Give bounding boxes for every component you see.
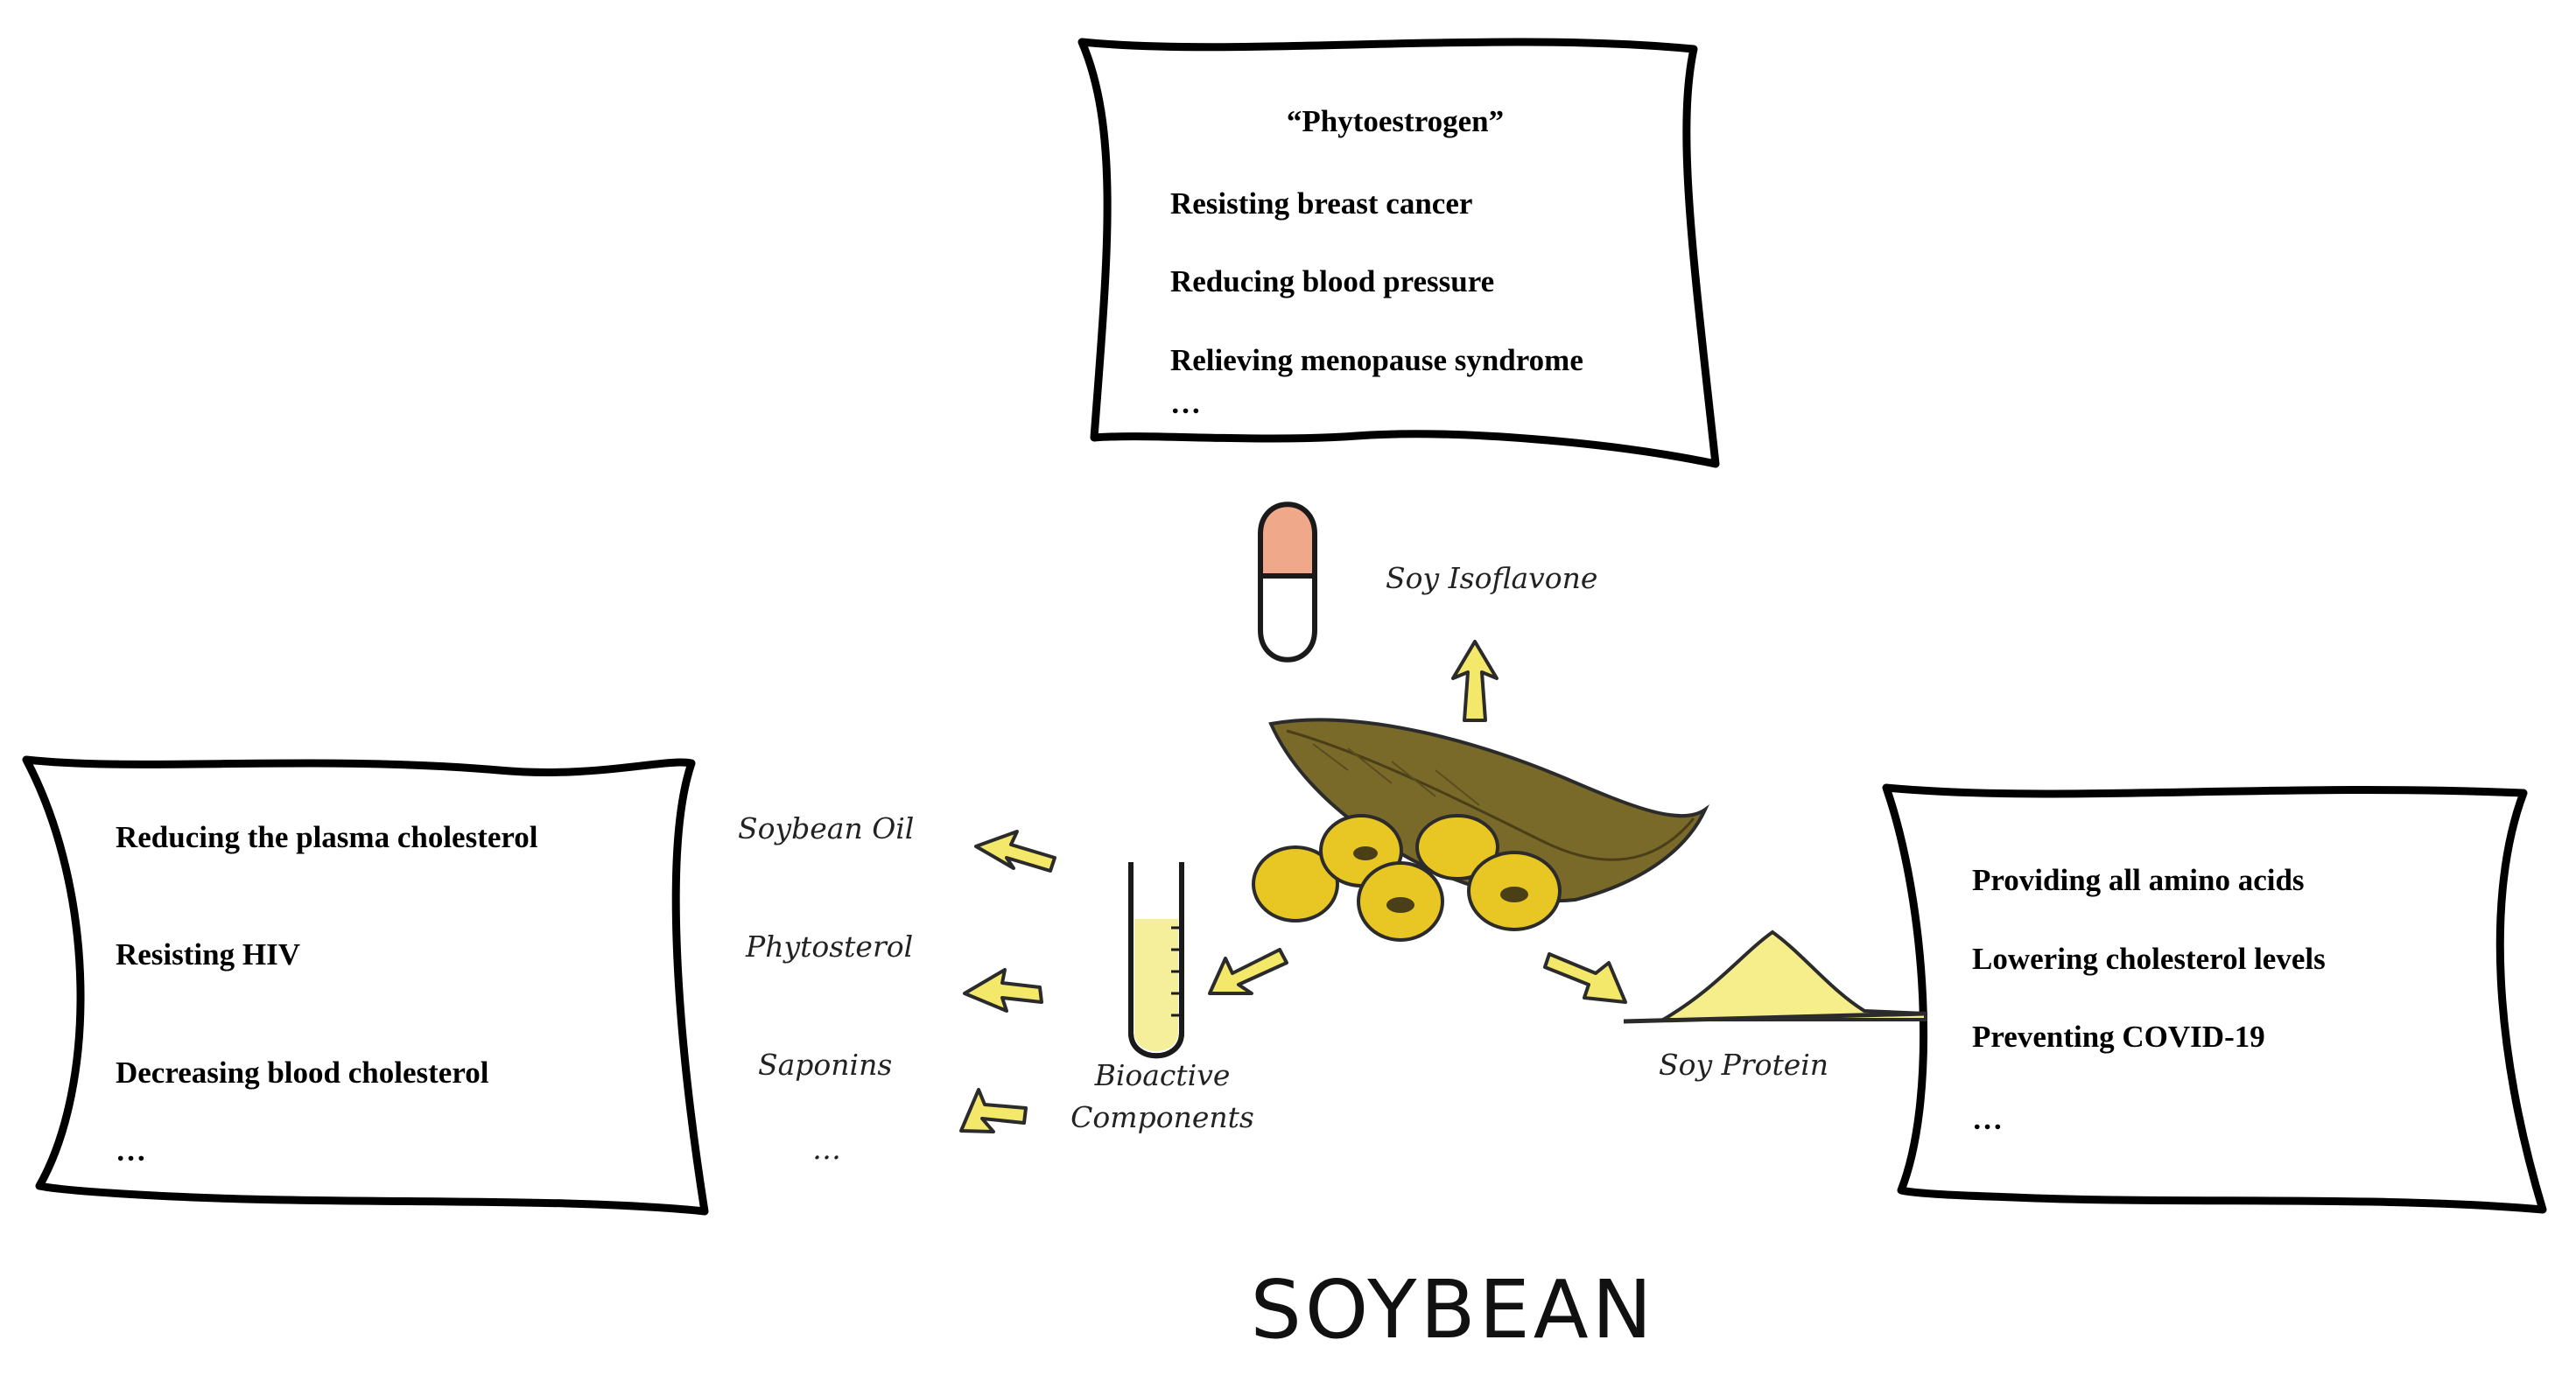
protein-powder-icon	[1623, 930, 1927, 1024]
right-box-frame	[1882, 783, 2547, 1214]
arrow-to-isoflavone	[1451, 640, 1499, 722]
left-benefits-box: Reducing the plasma cholesterol Resistin…	[22, 755, 709, 1216]
right-box-item-1: Providing all amino acids	[1972, 863, 2305, 897]
arrow-to-soy-protein	[1543, 952, 1627, 1004]
saponins-label: Saponins	[758, 1048, 892, 1082]
top-box-frame	[1077, 38, 1720, 468]
arrow-to-bioactive	[1208, 948, 1288, 995]
soy-isoflavone-label: Soy Isoflavone	[1386, 561, 1597, 595]
left-box-frame	[22, 755, 709, 1216]
bioactive-label-line1: Bioactive	[1094, 1058, 1231, 1092]
top-box-item-3: Relieving menopause syndrome	[1170, 343, 1583, 377]
top-box-item-1: Resisting breast cancer	[1170, 186, 1472, 221]
soy-protein-label: Soy Protein	[1659, 1048, 1828, 1082]
right-box-item-2: Lowering cholesterol levels	[1972, 942, 2326, 976]
right-box-ellipsis: …	[1972, 1102, 2003, 1136]
right-box-item-3: Preventing COVID-19	[1972, 1020, 2265, 1054]
phytosterol-label: Phytosterol	[745, 930, 913, 964]
top-box-heading: “Phytoestrogen”	[1287, 104, 1504, 138]
page-title: SOYBEAN	[1251, 1263, 1656, 1357]
bioactive-label-line2: Components	[1070, 1100, 1254, 1134]
capsule-icon	[1258, 502, 1317, 663]
labels-ellipsis: …	[812, 1132, 841, 1166]
left-box-item-2: Resisting HIV	[116, 937, 300, 972]
arrow-to-soybean-oil	[974, 830, 1056, 873]
soybean-oil-label: Soybean Oil	[738, 811, 914, 845]
top-benefits-box: “Phytoestrogen” Resisting breast cancer …	[1077, 38, 1720, 468]
left-box-ellipsis: …	[116, 1133, 146, 1168]
left-box-item-1: Reducing the plasma cholesterol	[116, 820, 538, 854]
soybean-pod-icon	[1252, 718, 1709, 942]
arrow-to-saponins	[959, 1088, 1028, 1133]
top-box-ellipsis: …	[1170, 386, 1201, 420]
right-benefits-box: Providing all amino acids Lowering chole…	[1882, 783, 2547, 1214]
top-box-item-2: Reducing blood pressure	[1170, 264, 1494, 298]
test-tube-icon	[1128, 862, 1184, 1059]
arrow-to-phytosterol	[963, 968, 1043, 1013]
left-box-item-3: Decreasing blood cholesterol	[116, 1056, 489, 1090]
